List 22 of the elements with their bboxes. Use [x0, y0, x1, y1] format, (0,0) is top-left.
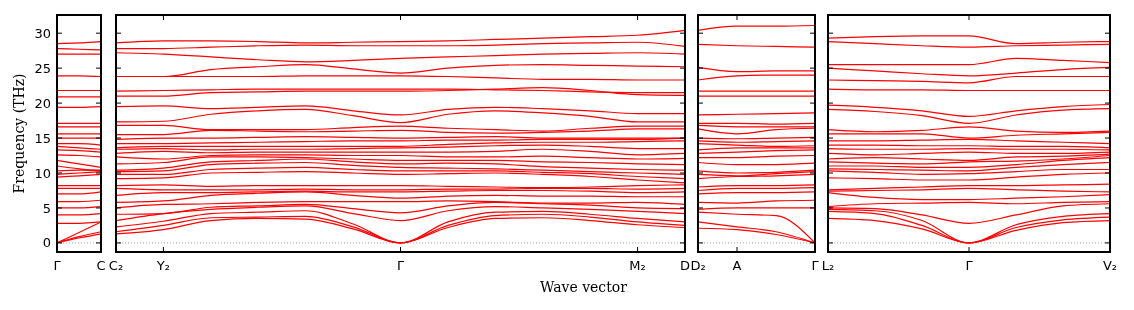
x-tick-label: Γ: [811, 258, 820, 273]
x-tick-label: D₂: [690, 258, 706, 273]
x-tick-label: Γ: [53, 258, 62, 273]
x-tick-label: A: [732, 258, 742, 273]
y-tick-label: 10: [34, 165, 51, 181]
x-tick-label: V₂: [1102, 258, 1118, 273]
y-tick-label: 30: [34, 25, 51, 41]
y-tick-label: 5: [42, 200, 51, 216]
x-tick-label: M₂: [629, 258, 646, 273]
x-tick-label: Γ: [396, 258, 405, 273]
x-tick-label: C₂: [108, 258, 124, 273]
y-tick-label: 0: [42, 235, 51, 251]
x-tick-label: Y₂: [155, 258, 170, 273]
y-tick-label: 20: [34, 95, 51, 111]
x-tick-label: C: [96, 258, 106, 273]
x-tick-label: L₂: [821, 258, 835, 273]
x-axis-title: Wave vector: [540, 279, 628, 295]
y-tick-label: 25: [34, 60, 51, 76]
y-axis-title: Frequency (THz): [11, 73, 27, 194]
x-tick-label: D: [679, 258, 691, 273]
y-tick-label: 15: [34, 130, 51, 146]
x-tick-label: Γ: [965, 258, 974, 273]
